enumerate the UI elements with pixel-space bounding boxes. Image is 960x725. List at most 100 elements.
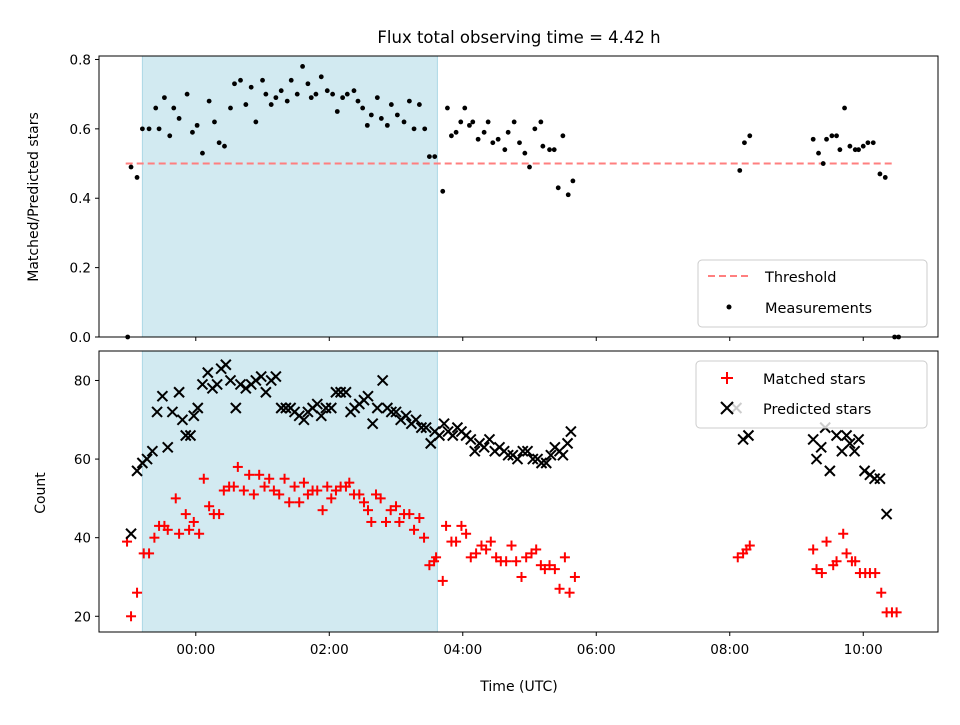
matched-point bbox=[254, 469, 265, 480]
measurement-point bbox=[511, 119, 517, 125]
measurement-point bbox=[153, 105, 159, 111]
measurement-point bbox=[816, 150, 821, 156]
measurement-point bbox=[216, 140, 222, 146]
matched-point bbox=[298, 477, 309, 488]
matched-point bbox=[811, 564, 822, 575]
measurement-point bbox=[824, 136, 829, 142]
measurement-point bbox=[411, 126, 417, 132]
matched-point bbox=[841, 548, 852, 559]
predicted-point bbox=[131, 465, 143, 477]
matched-point bbox=[322, 481, 333, 492]
predicted-point bbox=[330, 386, 342, 398]
top-shaded-region bbox=[141, 55, 438, 338]
measurement-point bbox=[162, 95, 167, 101]
matched-point bbox=[391, 501, 402, 512]
predicted-point bbox=[176, 414, 189, 426]
predicted-point bbox=[141, 453, 153, 465]
measurement-point bbox=[222, 143, 227, 149]
predicted-point bbox=[156, 390, 169, 402]
matched-point bbox=[248, 489, 259, 500]
measurement-point bbox=[467, 122, 472, 128]
matched-point bbox=[409, 524, 420, 535]
matched-point bbox=[264, 473, 275, 484]
predicted-point bbox=[220, 359, 232, 371]
matched-point bbox=[375, 493, 386, 504]
matched-point bbox=[456, 520, 467, 531]
matched-point bbox=[569, 571, 580, 582]
matched-stars-series bbox=[122, 461, 902, 622]
bot-xtick-label: 08:00 bbox=[710, 642, 749, 658]
measurement-point bbox=[490, 140, 496, 146]
predicted-point bbox=[385, 406, 398, 418]
measurement-point bbox=[167, 133, 173, 139]
matched-point bbox=[506, 540, 517, 551]
predicted-point bbox=[166, 406, 179, 418]
matched-point bbox=[344, 477, 355, 488]
measurement-point bbox=[388, 102, 394, 107]
matched-point bbox=[465, 552, 476, 563]
measurement-point bbox=[475, 136, 481, 142]
measurement-point bbox=[300, 64, 305, 69]
measurement-point bbox=[810, 136, 816, 142]
matched-point bbox=[362, 505, 373, 516]
matched-point bbox=[244, 469, 255, 480]
matched-point bbox=[404, 509, 415, 520]
matched-point bbox=[198, 473, 209, 484]
predicted-point bbox=[211, 378, 223, 391]
measurement-point bbox=[737, 168, 743, 173]
predicted-point bbox=[255, 370, 267, 383]
matched-point bbox=[891, 607, 902, 618]
measurements-legend-swatch bbox=[726, 304, 732, 310]
predicted-point bbox=[557, 449, 569, 461]
x-axis-label: Time (UTC) bbox=[479, 679, 557, 695]
top-y-axis-label: Matched/Predicted stars bbox=[26, 112, 42, 282]
measurement-point bbox=[278, 88, 284, 94]
measurement-point bbox=[146, 126, 152, 132]
top-ytick-label: 0.6 bbox=[70, 122, 91, 138]
bot-ytick-label: 40 bbox=[74, 531, 91, 547]
matched-point bbox=[214, 509, 225, 520]
measurement-point bbox=[228, 105, 233, 111]
predicted-point bbox=[415, 421, 428, 434]
matched-point bbox=[326, 493, 337, 504]
measurement-point bbox=[453, 129, 459, 135]
bottom-shaded-region bbox=[141, 350, 438, 633]
matched-point bbox=[850, 556, 861, 567]
bot-ytick-label: 60 bbox=[74, 452, 91, 468]
bot-xtick-label: 10:00 bbox=[844, 642, 883, 658]
measurement-point bbox=[877, 171, 883, 177]
measurement-point bbox=[747, 133, 753, 139]
matched-point bbox=[521, 552, 532, 563]
measurement-point bbox=[495, 136, 501, 142]
measurement-point bbox=[882, 175, 888, 180]
bot-xtick-label: 02:00 bbox=[310, 642, 349, 658]
measurement-point bbox=[268, 102, 274, 107]
matched-point bbox=[821, 536, 832, 547]
predicted-point bbox=[880, 508, 893, 520]
matched-point bbox=[279, 473, 290, 484]
predicted-point bbox=[561, 437, 574, 450]
predicted-point bbox=[810, 453, 823, 465]
measurement-point bbox=[865, 140, 871, 146]
matched-point bbox=[312, 485, 323, 496]
matched-point bbox=[414, 513, 425, 524]
matched-point bbox=[838, 528, 849, 539]
predicted-point bbox=[565, 425, 577, 438]
top-ytick-label: 0.2 bbox=[70, 261, 91, 277]
predicted-point bbox=[192, 402, 204, 414]
matched-point bbox=[554, 583, 565, 594]
measurement-point bbox=[340, 95, 346, 101]
measurement-point bbox=[829, 133, 835, 139]
measurement-point bbox=[374, 95, 380, 101]
matched-point bbox=[531, 544, 542, 555]
top-measurements-series bbox=[125, 64, 902, 340]
matched-legend-swatch bbox=[721, 372, 733, 384]
predicted-point bbox=[340, 386, 352, 398]
predicted-point bbox=[742, 429, 755, 442]
bot-shade-rect bbox=[141, 350, 438, 633]
measurement-point bbox=[324, 88, 330, 94]
predicted-point bbox=[815, 441, 827, 453]
predicted-point bbox=[146, 445, 159, 457]
matched-point bbox=[194, 528, 205, 539]
